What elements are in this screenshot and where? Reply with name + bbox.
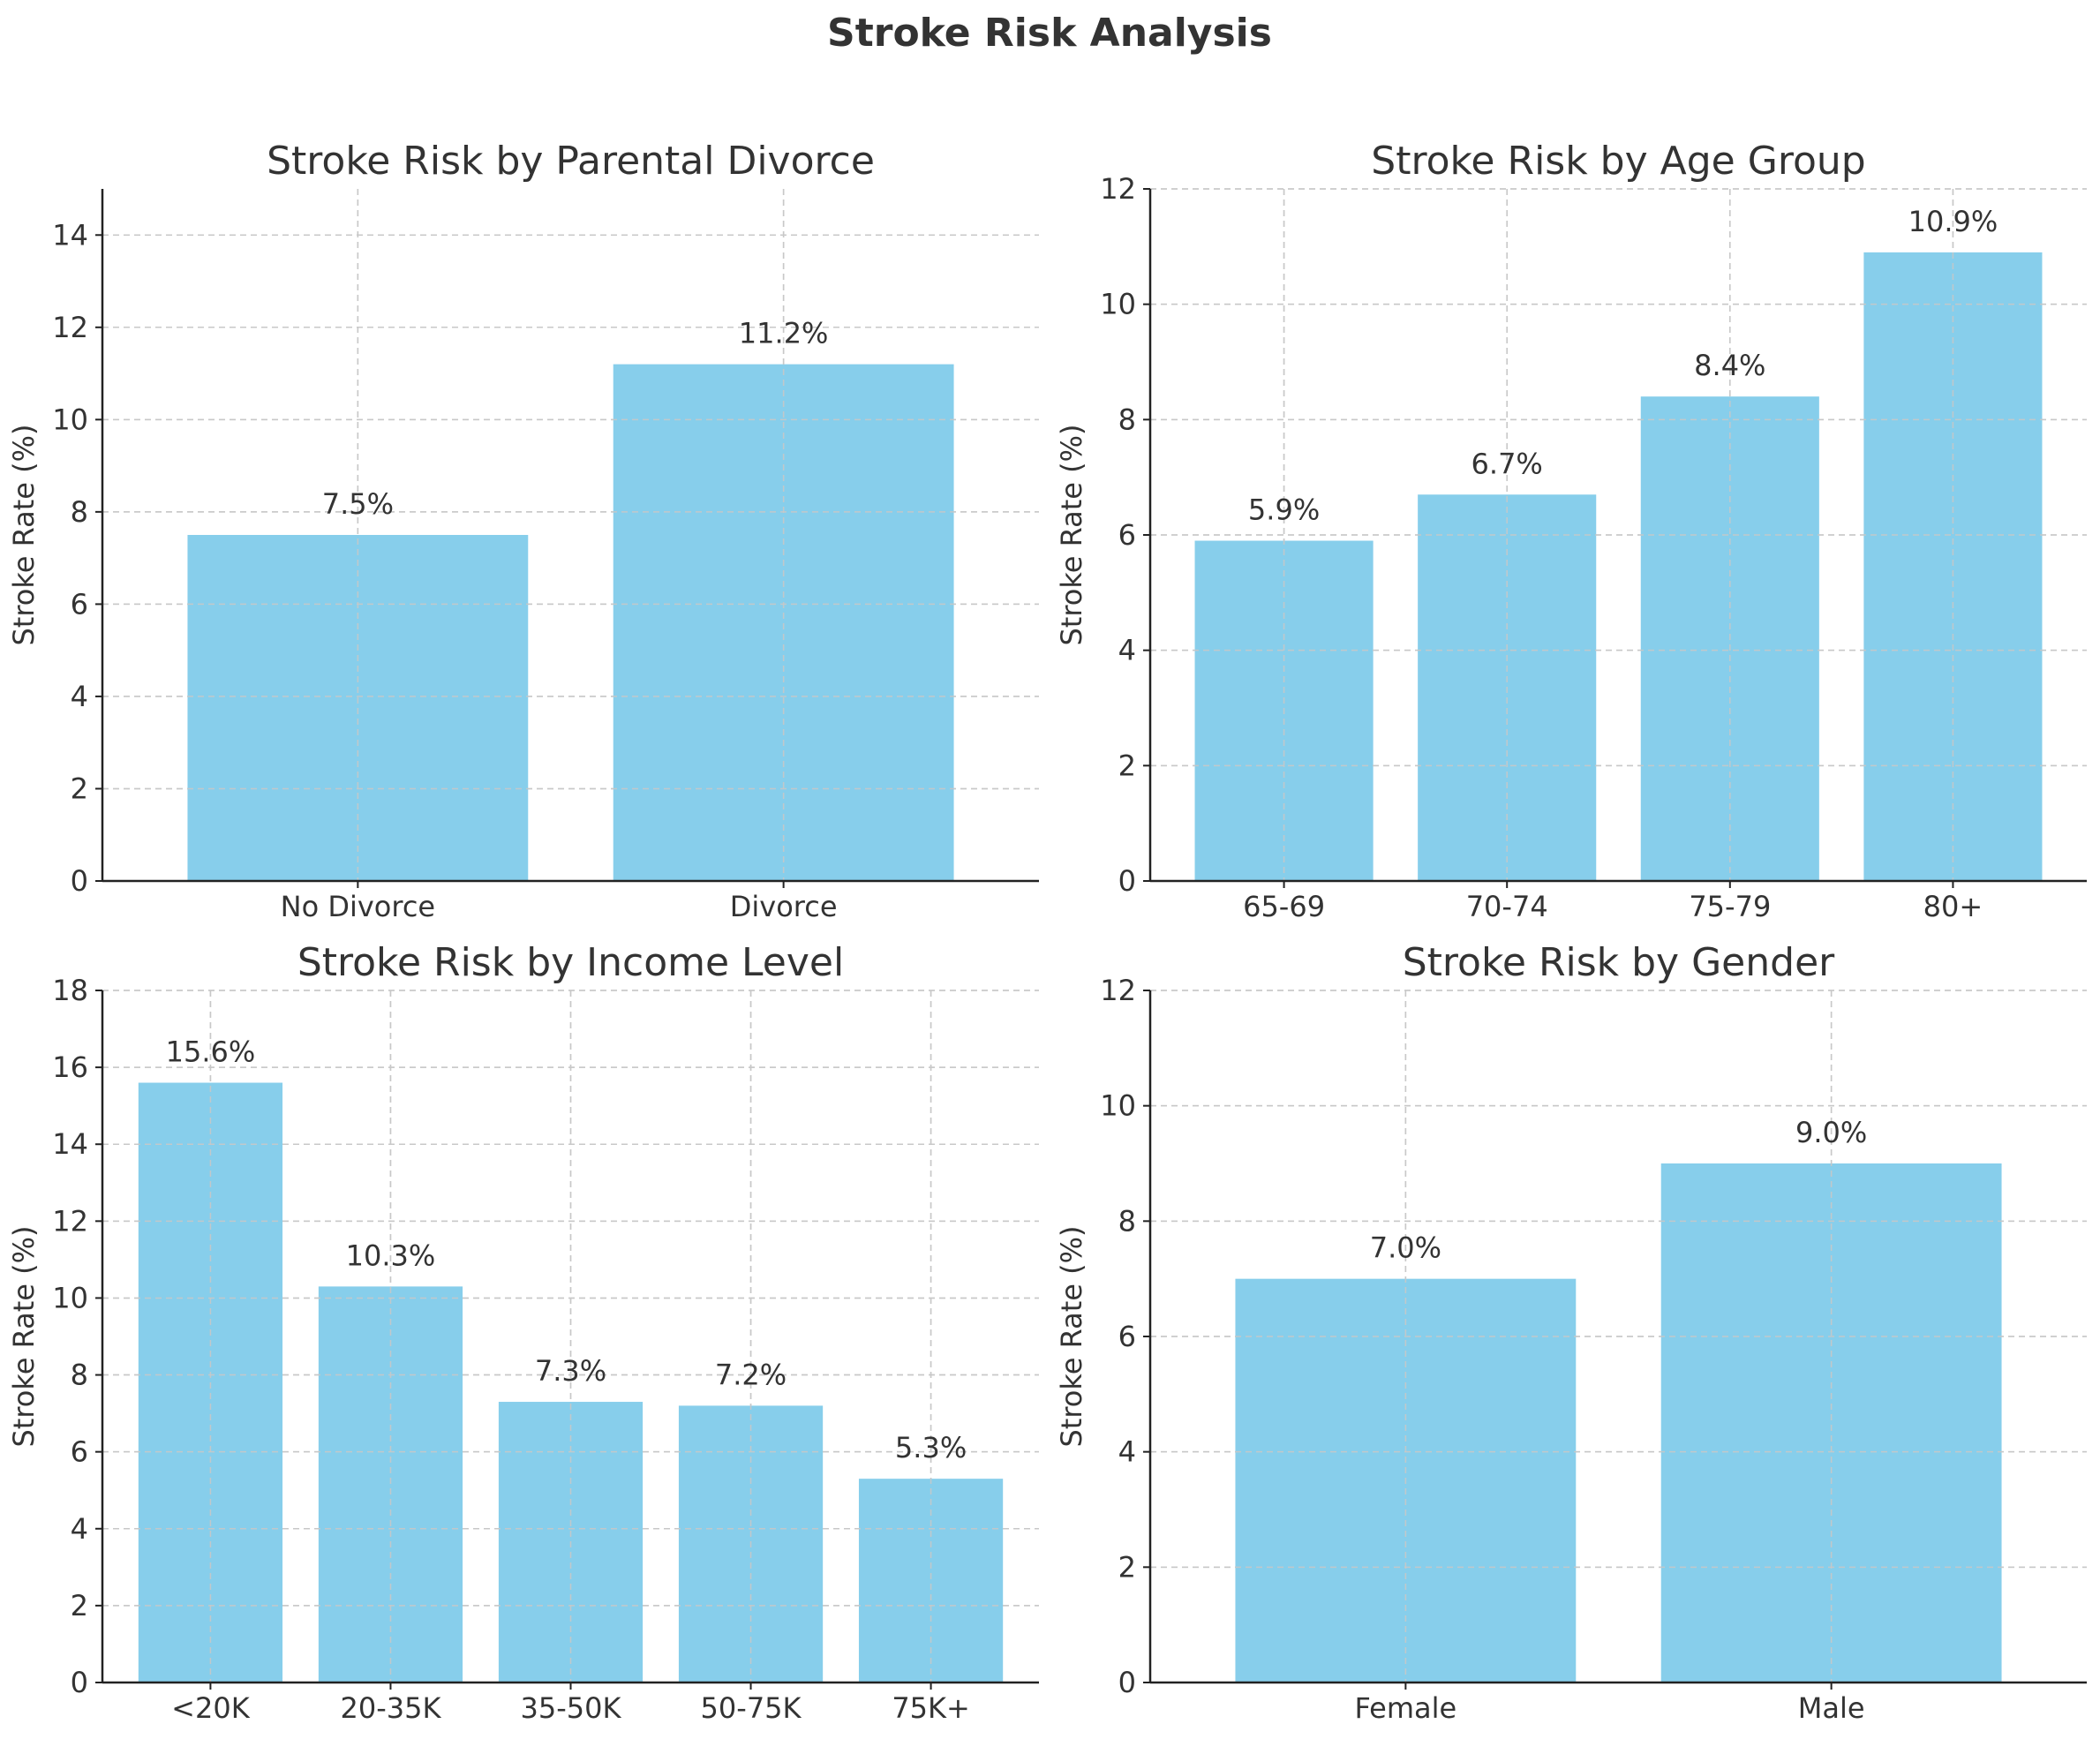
gender-ytick-label-8: 8 [1118, 1204, 1136, 1238]
income-level-ytick-label-18: 18 [52, 974, 88, 1007]
income-level-value-label-35-50k: 7.3% [535, 1354, 606, 1388]
age-group-xtick-label-80plus: 80+ [1923, 890, 1983, 923]
income-level-value-label-lt-20k: 15.6% [166, 1035, 256, 1069]
income-level-xtick-label-50-75k: 50-75K [701, 1691, 802, 1725]
parental-divorce-value-label-no-divorce: 7.5% [322, 487, 394, 521]
parental-divorce-ytick-label-10: 10 [52, 403, 88, 436]
age-group-ylabel: Stroke Rate (%) [1055, 424, 1088, 645]
income-level-title: Stroke Risk by Income Level [297, 940, 844, 985]
parental-divorce-ytick-label-6: 6 [71, 587, 88, 621]
gender-ylabel: Stroke Rate (%) [1055, 1225, 1088, 1447]
income-level-xtick-label-75kplus: 75K+ [892, 1691, 970, 1725]
gender-bar-male [1660, 1163, 2002, 1683]
gender-ytick-label-10: 10 [1100, 1089, 1136, 1123]
parental-divorce-xtick-label-divorce: Divorce [730, 890, 838, 923]
gender-ytick-label-4: 4 [1118, 1435, 1136, 1469]
income-level-xtick-label-lt-20k: <20K [171, 1691, 251, 1725]
income-level-ytick-label-6: 6 [71, 1435, 88, 1469]
income-level-value-label-50-75k: 7.2% [715, 1358, 787, 1391]
age-group-ytick-label-8: 8 [1118, 403, 1136, 436]
figure-title: Stroke Risk Analysis [827, 11, 1272, 56]
income-level-ylabel: Stroke Rate (%) [7, 1225, 41, 1447]
age-group-ytick-label-4: 4 [1118, 634, 1136, 667]
gender-value-label-male: 9.0% [1795, 1116, 1867, 1149]
panel-gender: 7.0% 9.0% 0 2 4 6 8 10 12 Female Male Stroke Risk b… [1055, 940, 2087, 1725]
income-level-ytick-label-10: 10 [52, 1281, 88, 1314]
income-level-ytick-label-2: 2 [71, 1589, 88, 1622]
gender-value-label-female: 7.0% [1370, 1231, 1441, 1265]
age-group-value-label-75-79: 8.4% [1694, 349, 1765, 382]
parental-divorce-xtick-label-no-divorce: No Divorce [281, 890, 435, 923]
income-level-ytick-label-8: 8 [71, 1359, 88, 1392]
income-level-ytick-label-16: 16 [52, 1050, 88, 1084]
parental-divorce-value-label-divorce: 11.2% [739, 317, 829, 350]
income-level-ytick-label-4: 4 [71, 1512, 88, 1546]
age-group-ytick-label-0: 0 [1118, 864, 1136, 898]
gender-xtick-label-male: Male [1798, 1691, 1865, 1725]
parental-divorce-ylabel: Stroke Rate (%) [7, 424, 41, 645]
age-group-xtick-label-70-74: 70-74 [1466, 890, 1548, 923]
gender-ytick-label-0: 0 [1118, 1666, 1136, 1699]
parental-divorce-ytick-label-4: 4 [71, 680, 88, 713]
parental-divorce-ytick-label-0: 0 [71, 864, 88, 898]
age-group-ytick-label-10: 10 [1100, 288, 1136, 321]
age-group-xtick-label-65-69: 65-69 [1243, 890, 1325, 923]
panel-age-group: 5.9% 6.7% 8.4% 10.9% 0 2 4 6 8 10 12 65-69 70-74 75-7… [1055, 139, 2087, 923]
income-level-ytick-label-0: 0 [71, 1666, 88, 1699]
age-group-value-label-65-69: 5.9% [1248, 493, 1320, 527]
age-group-ytick-label-12: 12 [1100, 172, 1136, 206]
income-level-xtick-label-20-35k: 20-35K [340, 1691, 441, 1725]
gender-ytick-label-12: 12 [1100, 974, 1136, 1007]
panel-income-level: 15.6% 10.3% 7.3% 7.2% 5.3% 0 2 4 6 8 10 12 14 16 18 <20… [7, 940, 1039, 1725]
age-group-title: Stroke Risk by Age Group [1371, 139, 1865, 184]
gender-xtick-label-female: Female [1355, 1691, 1457, 1725]
gender-ytick-label-6: 6 [1118, 1320, 1136, 1353]
parental-divorce-ytick-label-8: 8 [71, 495, 88, 529]
parental-divorce-ytick-label-14: 14 [52, 218, 88, 252]
panel-parental-divorce: 7.5% 11.2% 0 2 4 6 8 10 12 14 No Divorce Divorce Str… [7, 139, 1039, 923]
parental-divorce-title: Stroke Risk by Parental Divorce [267, 139, 875, 184]
age-group-ytick-label-6: 6 [1118, 518, 1136, 552]
parental-divorce-ytick-label-2: 2 [71, 772, 88, 805]
gender-title: Stroke Risk by Gender [1403, 940, 1835, 985]
age-group-value-label-80plus: 10.9% [1908, 205, 1998, 238]
parental-divorce-ytick-label-12: 12 [52, 311, 88, 344]
age-group-value-label-70-74: 6.7% [1472, 447, 1543, 480]
income-level-value-label-20-35k: 10.3% [346, 1238, 436, 1272]
income-level-ytick-label-14: 14 [52, 1127, 88, 1161]
income-level-ytick-label-12: 12 [52, 1204, 88, 1238]
gender-ytick-label-2: 2 [1118, 1550, 1136, 1584]
age-group-xtick-label-75-79: 75-79 [1689, 890, 1771, 923]
income-level-xtick-label-35-50k: 35-50K [521, 1691, 622, 1725]
age-group-ytick-label-2: 2 [1118, 749, 1136, 782]
income-level-value-label-75kplus: 5.3% [895, 1431, 967, 1464]
